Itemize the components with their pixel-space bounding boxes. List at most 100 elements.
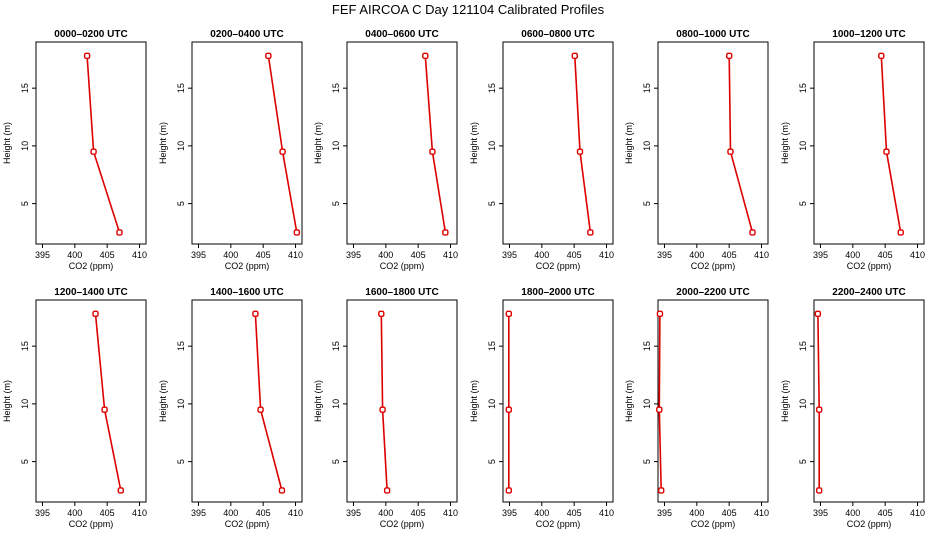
data-point xyxy=(116,229,123,236)
y-tick-label: 15 xyxy=(331,83,341,93)
x-tick-label: 400 xyxy=(67,250,82,260)
data-point xyxy=(883,148,890,155)
x-tick-label: 410 xyxy=(132,508,147,518)
x-tick-label: 400 xyxy=(223,250,238,260)
panel-title: 0600–0800 UTC xyxy=(521,29,594,40)
y-tick-label: 10 xyxy=(331,141,341,151)
x-tick-label: 400 xyxy=(689,508,704,518)
panel-title: 1400–1600 UTC xyxy=(210,287,283,298)
y-tick-label: 15 xyxy=(20,341,30,351)
x-tick-label: 405 xyxy=(878,508,893,518)
data-point xyxy=(656,310,664,318)
data-point xyxy=(117,487,124,494)
y-tick-label: 5 xyxy=(798,201,808,206)
data-point xyxy=(727,148,734,155)
profile-line xyxy=(424,55,447,233)
panel-title: 0000–0200 UTC xyxy=(54,29,127,40)
x-tick-label: 395 xyxy=(35,508,50,518)
panel-title: 1800–2000 UTC xyxy=(521,287,594,298)
y-tick-label: 10 xyxy=(176,141,186,151)
y-tick-label: 15 xyxy=(798,341,808,351)
x-tick-label: 410 xyxy=(754,508,769,518)
plot-frame xyxy=(657,299,769,503)
y-tick-label: 15 xyxy=(176,83,186,93)
y-tick-label: 5 xyxy=(20,459,30,464)
y-tick-label: 5 xyxy=(798,459,808,464)
panel-11: 2000–2200 UTC 395 400 405 410 5 10 15 CO2 (ppm) H… xyxy=(624,287,769,529)
y-tick-label: 10 xyxy=(487,141,497,151)
x-tick-label: 410 xyxy=(599,508,614,518)
y-tick-label: 5 xyxy=(176,201,186,206)
x-tick-label: 410 xyxy=(910,508,925,518)
y-tick-label: 15 xyxy=(642,83,652,93)
y-tick-label: 5 xyxy=(487,459,497,464)
data-point xyxy=(814,310,822,318)
x-tick-label: 395 xyxy=(35,250,50,260)
panel-10: 1800–2000 UTC 395 400 405 410 5 10 15 CO2 (ppm) H… xyxy=(469,287,614,529)
data-point xyxy=(83,52,91,60)
plot-frame xyxy=(813,41,925,245)
x-tick-label: 405 xyxy=(411,250,426,260)
data-point xyxy=(422,52,429,60)
x-tick-label: 405 xyxy=(878,250,893,260)
panel-title: 1000–1200 UTC xyxy=(832,29,905,40)
x-tick-label: 400 xyxy=(845,508,860,518)
panel-title: 2200–2400 UTC xyxy=(832,287,905,298)
data-point xyxy=(571,52,579,60)
panel-7: 1200–1400 UTC 395 400 405 410 5 10 15 CO2 (ppm) H… xyxy=(2,287,147,529)
data-point xyxy=(505,487,513,494)
profile-line xyxy=(94,313,122,491)
y-axis-label: Height (m) xyxy=(158,380,168,422)
y-tick-label: 5 xyxy=(642,201,652,206)
plot-frame xyxy=(813,299,925,503)
x-axis-label: CO2 (ppm) xyxy=(69,261,114,271)
data-point xyxy=(587,229,594,236)
plot-frame xyxy=(35,41,147,245)
y-axis-label: Height (m) xyxy=(158,122,168,164)
data-point xyxy=(656,406,663,413)
panel-title: 1200–1400 UTC xyxy=(54,287,127,298)
x-tick-label: 405 xyxy=(722,508,737,518)
plot-frame xyxy=(502,299,614,503)
x-axis-label: CO2 (ppm) xyxy=(536,519,581,529)
data-point xyxy=(725,52,733,60)
profile-line xyxy=(86,55,121,233)
x-tick-label: 395 xyxy=(657,508,672,518)
y-tick-label: 10 xyxy=(176,399,186,409)
data-point xyxy=(815,487,823,494)
y-axis-label: Height (m) xyxy=(313,122,323,164)
data-point xyxy=(278,487,286,494)
y-axis-label: Height (m) xyxy=(624,122,634,164)
y-tick-label: 5 xyxy=(331,201,341,206)
x-tick-label: 410 xyxy=(443,250,458,260)
y-axis-label: Height (m) xyxy=(624,380,634,422)
plot-frame xyxy=(502,41,614,245)
x-tick-label: 400 xyxy=(223,508,238,518)
x-tick-label: 400 xyxy=(689,250,704,260)
y-tick-label: 5 xyxy=(642,459,652,464)
panel-3: 0400–0600 UTC 395 400 405 410 5 10 15 CO2 (ppm) H… xyxy=(313,29,458,271)
panel-8: 1400–1600 UTC 395 400 405 410 5 10 15 CO2 (ppm) H… xyxy=(158,287,303,529)
y-tick-label: 5 xyxy=(176,459,186,464)
x-tick-label: 405 xyxy=(567,508,582,518)
y-tick-label: 10 xyxy=(798,399,808,409)
x-tick-label: 395 xyxy=(346,250,361,260)
x-axis-label: CO2 (ppm) xyxy=(847,261,892,271)
data-point xyxy=(293,229,301,236)
x-axis-label: CO2 (ppm) xyxy=(380,519,425,529)
x-tick-label: 400 xyxy=(845,250,860,260)
data-point xyxy=(101,406,108,413)
data-point xyxy=(383,487,391,494)
data-point xyxy=(92,310,99,318)
data-point xyxy=(429,148,436,155)
panel-title: 2000–2200 UTC xyxy=(676,287,749,298)
x-tick-label: 410 xyxy=(910,250,925,260)
y-axis-label: Height (m) xyxy=(2,122,12,164)
plot-frame xyxy=(191,299,303,503)
profile-line xyxy=(254,313,283,491)
data-point xyxy=(878,52,885,60)
y-tick-label: 5 xyxy=(331,459,341,464)
y-tick-label: 10 xyxy=(642,399,652,409)
profile-line xyxy=(728,55,754,233)
y-tick-label: 10 xyxy=(487,399,497,409)
